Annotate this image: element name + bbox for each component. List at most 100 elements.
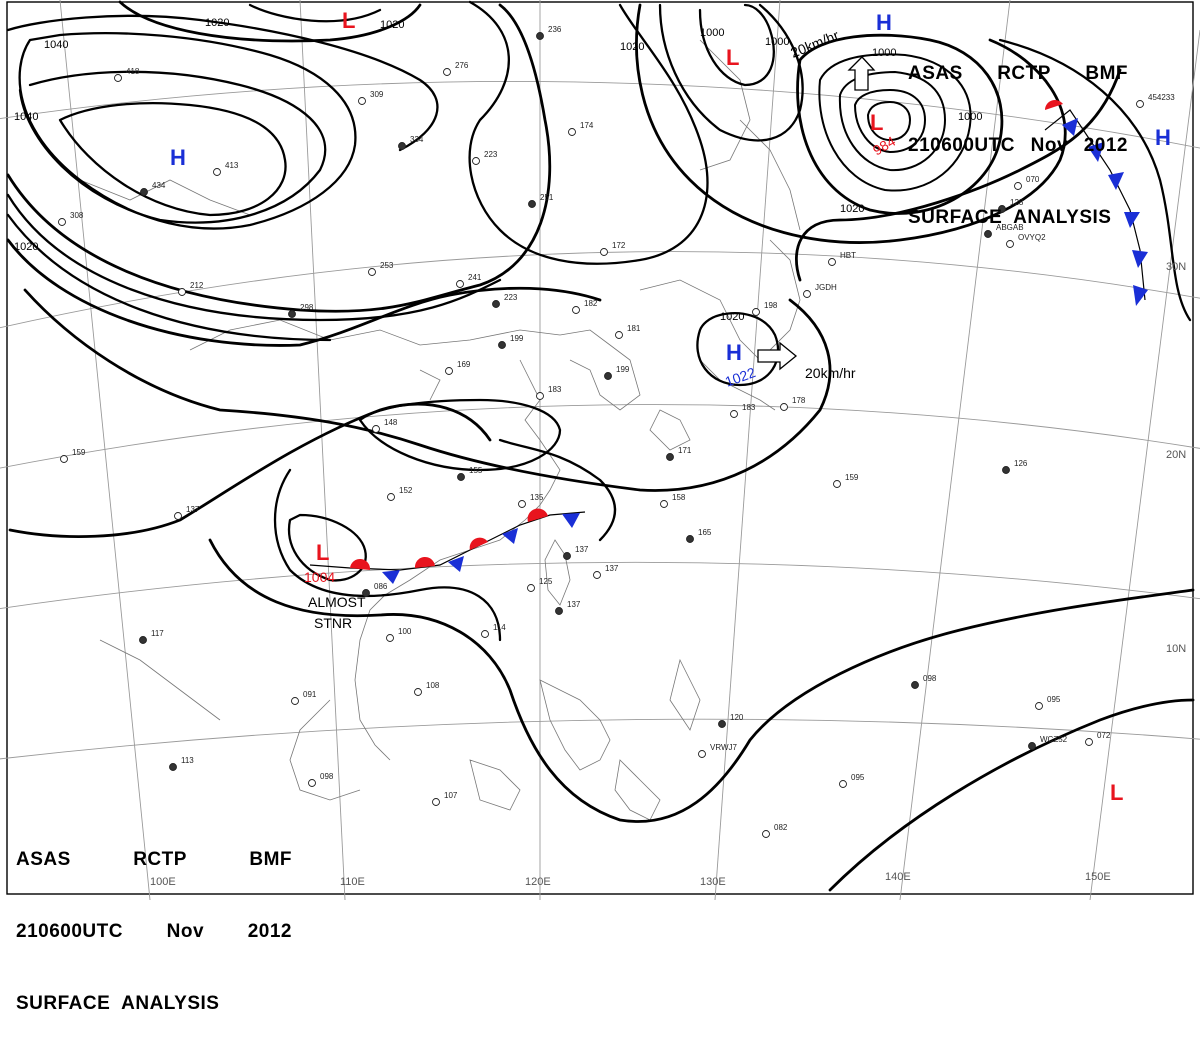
isobar-label: 1000 xyxy=(958,111,982,123)
header-year: 2012 xyxy=(1083,135,1128,156)
station-value: 169 xyxy=(457,360,471,369)
station-value: 172 xyxy=(612,241,626,250)
station-symbol xyxy=(58,218,66,226)
header-title: SURFACE ANALYSIS xyxy=(908,207,1112,228)
cold-front-symbol xyxy=(448,556,464,572)
station-symbol xyxy=(1035,702,1043,710)
latitude-label: 30N xyxy=(1166,261,1186,273)
station-value: 120 xyxy=(730,713,744,722)
longitude-label: 150E xyxy=(1085,871,1111,883)
high-pressure-marker: H xyxy=(726,340,742,365)
motion-arrows xyxy=(757,56,876,371)
header-time: 210600UTC xyxy=(16,921,123,942)
isobar-label: 1040 xyxy=(14,111,38,123)
station-symbol xyxy=(288,310,296,318)
station-value: 107 xyxy=(444,791,458,800)
map-border xyxy=(6,1,1194,895)
station-symbol xyxy=(555,607,563,615)
station-value: 117 xyxy=(151,629,164,638)
station-value: HBT xyxy=(840,251,856,260)
warm-front-symbol xyxy=(350,558,371,570)
station-value: JGDH xyxy=(815,283,837,292)
station-symbol xyxy=(1028,742,1036,750)
station-symbol xyxy=(372,425,380,433)
header-month: Nov xyxy=(166,921,205,942)
warm-front-symbol xyxy=(1045,99,1063,110)
station-symbol xyxy=(60,455,68,463)
station-value: 126 xyxy=(1014,459,1028,468)
latitude-label: 10N xyxy=(1166,643,1186,655)
station-value: 253 xyxy=(380,261,394,270)
station-symbol xyxy=(911,681,919,689)
warm-front-symbol xyxy=(527,508,548,522)
header-code: BMF xyxy=(1085,63,1128,84)
station-symbol xyxy=(660,500,668,508)
station-symbol xyxy=(1006,240,1014,248)
station-value: 152 xyxy=(399,486,413,495)
station-value: 137 xyxy=(605,564,619,573)
station-value: 334 xyxy=(410,135,424,144)
station-value: 212 xyxy=(190,281,204,290)
station-symbol xyxy=(213,168,221,176)
cold-front-symbol xyxy=(562,513,580,528)
front-annotation-line2: STNR xyxy=(314,615,352,631)
station-value: 223 xyxy=(504,293,518,302)
fronts xyxy=(309,99,1148,584)
station-symbol xyxy=(308,779,316,787)
station-value: 128 xyxy=(1010,198,1024,207)
station-value: 148 xyxy=(384,418,398,427)
station-value: 309 xyxy=(370,90,384,99)
station-symbol xyxy=(666,453,674,461)
station-value: 236 xyxy=(548,25,562,34)
station-value: 091 xyxy=(303,690,317,699)
station-value: ABGAB xyxy=(996,223,1024,232)
station-symbol xyxy=(803,290,811,298)
station-symbol xyxy=(362,589,370,597)
longitude-label: 100E xyxy=(150,876,176,888)
station-value: 108 xyxy=(426,681,440,690)
station-symbol xyxy=(730,410,738,418)
graticule xyxy=(0,0,1200,900)
station-value: 155 xyxy=(469,466,483,475)
station-symbol xyxy=(457,473,465,481)
high-pressure-marker: H xyxy=(876,10,892,35)
coastlines xyxy=(79,39,801,821)
longitude-label: 130E xyxy=(700,876,726,888)
station-symbol xyxy=(984,230,992,238)
station-symbol xyxy=(456,280,464,288)
isobar-label: 1000 xyxy=(765,36,789,48)
station-symbol xyxy=(752,308,760,316)
header-title: SURFACE ANALYSIS xyxy=(16,993,220,1014)
station-value: 114 xyxy=(493,623,506,632)
header-agency: ASAS xyxy=(16,849,71,870)
station-symbol xyxy=(536,392,544,400)
station-value: 178 xyxy=(792,396,806,405)
station-value: 454233 xyxy=(1148,93,1175,102)
station-value: 137 xyxy=(567,600,581,609)
header-code: BMF xyxy=(249,849,292,870)
station-symbol xyxy=(780,403,788,411)
cold-front-symbol xyxy=(1088,142,1104,162)
station-value: 086 xyxy=(374,582,388,591)
isobar-label: 1020 xyxy=(14,241,38,253)
chart-header-top: ASAS RCTP BMF 210600UTC Nov 2012 SURFACE ANA… xyxy=(908,14,1128,254)
station-value: 251 xyxy=(540,193,554,202)
station-symbol xyxy=(174,512,182,520)
station-value: 137 xyxy=(575,545,589,554)
station-value: 276 xyxy=(455,61,469,70)
station-value: 113 xyxy=(181,756,194,765)
station-value: 137 xyxy=(186,505,200,514)
station-value: 418 xyxy=(126,67,140,76)
station-symbol xyxy=(536,32,544,40)
station-value: 159 xyxy=(72,448,86,457)
isobar-labels: 1020 1020 1040 1040 1020 1020 1020 1000 … xyxy=(14,17,982,323)
station-symbol xyxy=(445,367,453,375)
station-value: 434 xyxy=(152,181,166,190)
station-value: 125 xyxy=(539,577,553,586)
cold-front-symbol xyxy=(1133,285,1148,306)
low-pressure-marker: L xyxy=(1110,780,1123,805)
station-symbol xyxy=(414,688,422,696)
cold-front-symbol xyxy=(1124,212,1140,228)
station-value: 100 xyxy=(398,627,412,636)
station-symbol xyxy=(492,300,500,308)
